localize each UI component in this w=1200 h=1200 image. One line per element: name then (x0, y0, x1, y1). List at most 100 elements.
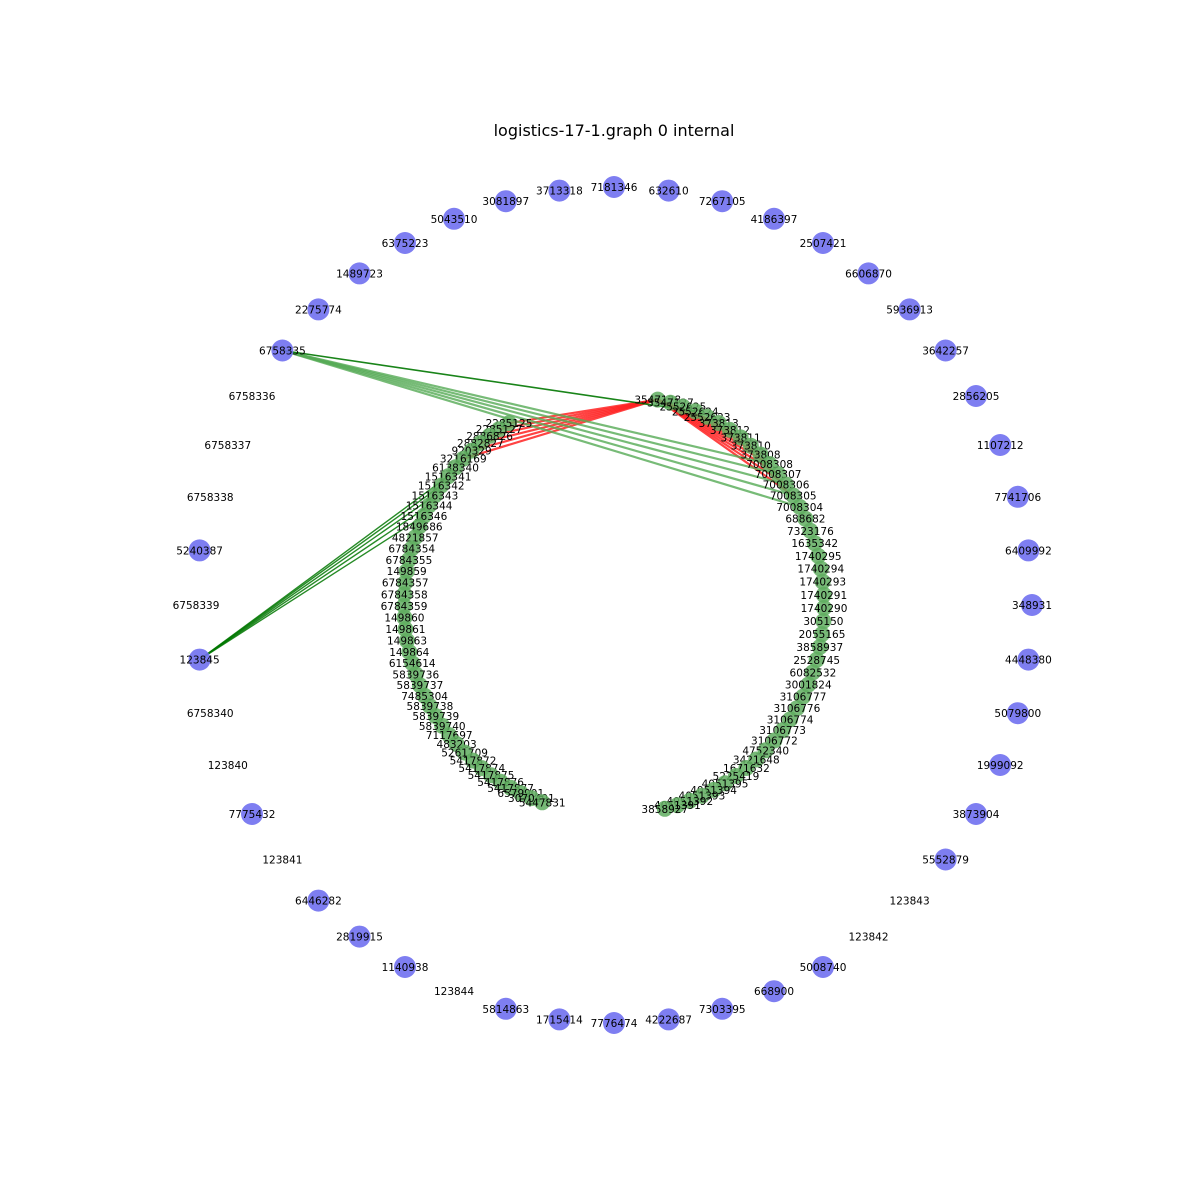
outer-node: 123842 (848, 932, 888, 944)
graph-edge (199, 485, 442, 661)
outer-node-label: 668900 (754, 986, 794, 998)
inner-node-dot (808, 651, 825, 668)
outer-node: 4186397 (751, 207, 797, 230)
outer-node-label: 7267105 (699, 196, 746, 208)
inner-node-label: 3858937 (796, 642, 843, 654)
inner-node-dot (396, 597, 412, 614)
outer-node: 6375223 (382, 232, 428, 254)
inner-node-label: 7323176 (787, 526, 834, 538)
outer-node-label: 6758336 (229, 391, 276, 403)
outer-node-dot (1017, 539, 1040, 562)
inner-node: 1740294 (797, 560, 844, 577)
outer-node-dot (494, 997, 517, 1020)
inner-node-dot (656, 800, 673, 817)
inner-node-dot (669, 797, 686, 814)
outer-node: 3081897 (482, 190, 529, 213)
inner-node: 2055165 (799, 626, 845, 643)
outer-node-label: 1107212 (977, 440, 1024, 452)
inner-node-label: 7008304 (776, 502, 823, 514)
outer-node: 5814863 (482, 997, 529, 1020)
outer-node: 7303395 (699, 997, 746, 1020)
inner-node-label: 3001824 (785, 680, 832, 692)
outer-node: 1140938 (382, 956, 428, 978)
outer-node-dot (657, 1008, 680, 1031)
inner-node-dot (814, 573, 831, 590)
outer-node-dot (1006, 485, 1029, 508)
outer-node-label: 1999092 (977, 760, 1024, 772)
graph-edge (282, 349, 696, 413)
inner-node-label: 3106776 (774, 703, 821, 715)
outer-node-label: 123842 (848, 932, 888, 944)
outer-node-label: 6758335 (259, 346, 306, 358)
outer-node-label: 123845 (180, 655, 220, 667)
outer-node: 1999092 (977, 754, 1024, 776)
inner-node: 149860 (384, 609, 424, 626)
inner-node-dot (811, 639, 828, 655)
inner-node: 1740293 (799, 573, 846, 590)
inner-node: 6784357 (382, 574, 429, 591)
outer-node-dot (548, 1008, 571, 1031)
inner-node-label: 3106777 (780, 692, 827, 704)
inner-node-dot (687, 403, 704, 420)
inner-node: 688682 (785, 510, 825, 527)
outer-node-label: 5079800 (994, 708, 1041, 720)
outer-node-dot (307, 889, 330, 912)
outer-node: 5936913 (886, 298, 933, 321)
outer-node: 2819915 (336, 925, 383, 948)
outer-node: 1107212 (977, 434, 1024, 456)
inner-node-dot (815, 613, 832, 629)
outer-node: 348931 (1012, 594, 1052, 616)
inner-node-label: 6154614 (389, 658, 436, 670)
outer-node: 5552879 (922, 848, 969, 871)
outer-node-dot (548, 179, 571, 202)
outer-node-label: 6758337 (204, 440, 251, 452)
outer-node-dot (657, 179, 680, 202)
inner-node-dot (397, 574, 414, 591)
outer-node: 7741706 (994, 485, 1041, 508)
outer-node: 6446282 (295, 889, 342, 912)
inner-node: 1635342 (791, 535, 838, 552)
inner-node-dot (681, 792, 698, 809)
outer-node-label: 2275774 (295, 304, 342, 316)
inner-node-dot (810, 547, 827, 564)
outer-node-label: 7741706 (994, 492, 1041, 504)
inner-node-dot (693, 787, 710, 804)
outer-node-dot (1006, 702, 1029, 725)
outer-node-label: 2507421 (800, 238, 847, 250)
inner-node-label: 3858927 (641, 804, 688, 816)
outer-node: 6409992 (1005, 539, 1052, 562)
inner-node-dot (816, 599, 832, 616)
inner-node-dot (534, 794, 551, 811)
inner-node: 6784358 (381, 586, 428, 603)
outer-node-dot (812, 956, 834, 978)
inner-node: 6784359 (381, 597, 427, 614)
outer-node: 5008740 (800, 956, 846, 978)
outer-node: 4448380 (1005, 648, 1052, 671)
graph-edge (199, 494, 436, 661)
outer-node: 123841 (262, 855, 302, 867)
outer-node: 7267105 (699, 190, 746, 213)
outer-node-dot (934, 848, 957, 871)
outer-node-dot (965, 385, 987, 407)
inner-node-label: 6784357 (382, 578, 429, 590)
inner-node: 1740295 (795, 547, 842, 564)
outer-node-label: 7776474 (591, 1018, 638, 1030)
inner-node-label: 4821857 (392, 532, 439, 544)
inner-node: 7008304 (776, 498, 823, 515)
inner-node-label: 2528745 (793, 655, 840, 667)
inner-node-dot (802, 522, 819, 539)
outer-node-dot (394, 232, 416, 254)
inner-node-dot (674, 398, 691, 415)
graph-edge (282, 349, 787, 486)
outer-node-dot (1017, 648, 1040, 671)
outer-node-label: 1489723 (336, 268, 383, 280)
outer-node-dot (188, 539, 211, 562)
inner-node-label: 149864 (389, 647, 429, 659)
outer-node: 7775432 (229, 803, 275, 825)
outer-node-label: 7303395 (699, 1004, 746, 1016)
outer-node-label: 5814863 (482, 1004, 529, 1016)
inner-node-dot (806, 535, 823, 552)
inner-node-label: 5839738 (407, 701, 454, 713)
